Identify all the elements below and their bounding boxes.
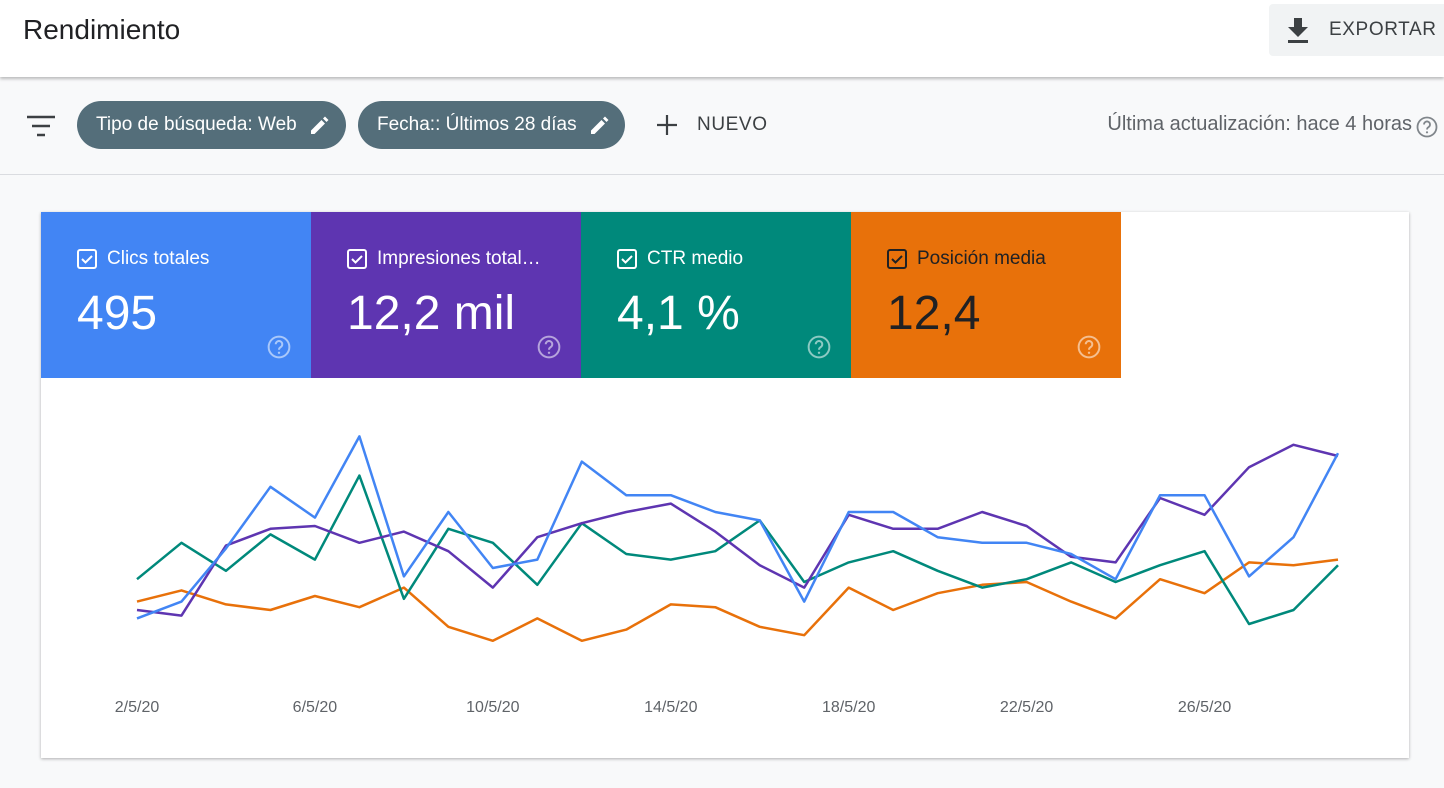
legend-entry: Posición media (917, 248, 1046, 269)
legend-entry: Impresiones total… (377, 248, 541, 269)
x-tick-label: 14/5/20 (644, 699, 697, 716)
x-tick-label: 2/5/20 (115, 699, 160, 716)
page-title: Rendimiento (23, 14, 181, 45)
help-icon[interactable] (537, 335, 561, 359)
help-icon[interactable] (1077, 335, 1101, 359)
checkbox-check (891, 255, 903, 264)
checkbox-box (77, 249, 97, 269)
header: Rendimiento EXPORTAR (0, 0, 1444, 77)
export-button[interactable]: EXPORTAR (1269, 4, 1444, 56)
metric-value: 12,2 mil (347, 287, 516, 340)
metric-label: Clics totales (77, 248, 209, 270)
filter-chip[interactable]: Tipo de búsqueda: Web (77, 101, 346, 149)
checkbox-box (347, 249, 367, 269)
checkbox-check (351, 255, 363, 264)
series-line (136, 558, 1339, 643)
new-filter-label: NUEVO (697, 114, 768, 135)
series-line (136, 443, 1339, 617)
edit-icon (590, 116, 609, 134)
x-tick-label: 10/5/20 (466, 699, 519, 716)
last-update: Última actualización: hace 4 horas (1107, 113, 1412, 135)
metric-tab[interactable]: Posición media 12,4 (851, 212, 1121, 378)
checkbox-icon (887, 249, 907, 269)
checkbox-check (621, 255, 633, 264)
checkbox-box (617, 249, 637, 269)
metric-label: CTR medio (617, 248, 743, 270)
metric-value: 12,4 (887, 287, 981, 340)
metric-label: Posición media (887, 248, 1046, 270)
help-ring (807, 335, 831, 359)
help-mark (274, 340, 284, 350)
metric-tab[interactable]: CTR medio 4,1 % (581, 212, 851, 378)
metric-value: 495 (77, 287, 158, 340)
checkbox-icon (347, 249, 367, 269)
metric-value: 4,1 % (617, 287, 740, 340)
checkbox-box (887, 249, 907, 269)
help-dot (277, 351, 281, 354)
metric-tab[interactable]: Clics totales 495 (41, 212, 311, 378)
download-icon (1288, 18, 1308, 43)
plus-icon (657, 115, 677, 135)
x-tick-label: 22/5/20 (1000, 699, 1053, 716)
performance-card: Clics totales 495 Impresiones total… 12,2 m… (41, 212, 1409, 758)
checkbox-check (81, 255, 93, 264)
x-tick-label: 18/5/20 (822, 699, 875, 716)
legend-entry: Clics totales (107, 248, 210, 269)
series-line (136, 435, 1340, 620)
help-dot (1087, 351, 1091, 354)
metric-label: Impresiones total… (347, 248, 541, 270)
help-ring (267, 335, 291, 359)
help-dot (547, 351, 551, 354)
help-dot (817, 351, 821, 354)
checkbox-icon (77, 249, 97, 269)
help-icon[interactable] (267, 335, 291, 359)
help-ring (537, 335, 561, 359)
help-mark (544, 340, 554, 350)
help-mark (1084, 340, 1094, 350)
filter-icon[interactable] (26, 115, 56, 137)
help-icon[interactable] (807, 335, 831, 359)
filter-bar: Tipo de búsqueda: Web Fecha:: Últimos 28… (0, 77, 1444, 175)
chip-label: Tipo de búsqueda: Web (96, 114, 297, 135)
series-line (136, 474, 1339, 626)
edit-icon (310, 116, 329, 134)
chip-label: Fecha:: Últimos 28 días (377, 114, 577, 135)
help-ring (1077, 335, 1101, 359)
metric-tab[interactable]: Impresiones total… 12,2 mil (311, 212, 581, 378)
help-mark (814, 340, 824, 350)
x-tick-label: 6/5/20 (293, 699, 338, 716)
legend-entry: CTR medio (647, 248, 744, 269)
x-tick-label: 26/5/20 (1178, 699, 1231, 716)
filter-chip[interactable]: Fecha:: Últimos 28 días (358, 101, 625, 149)
export-label: EXPORTAR (1329, 19, 1437, 40)
new-filter-button[interactable]: NUEVO (655, 113, 768, 137)
help-icon[interactable] (1416, 116, 1438, 138)
checkbox-icon (617, 249, 637, 269)
chart: 2/5/20 6/5/20 10/5/20 14/5/20 18/5/20 22/5/20… (115, 435, 1340, 716)
